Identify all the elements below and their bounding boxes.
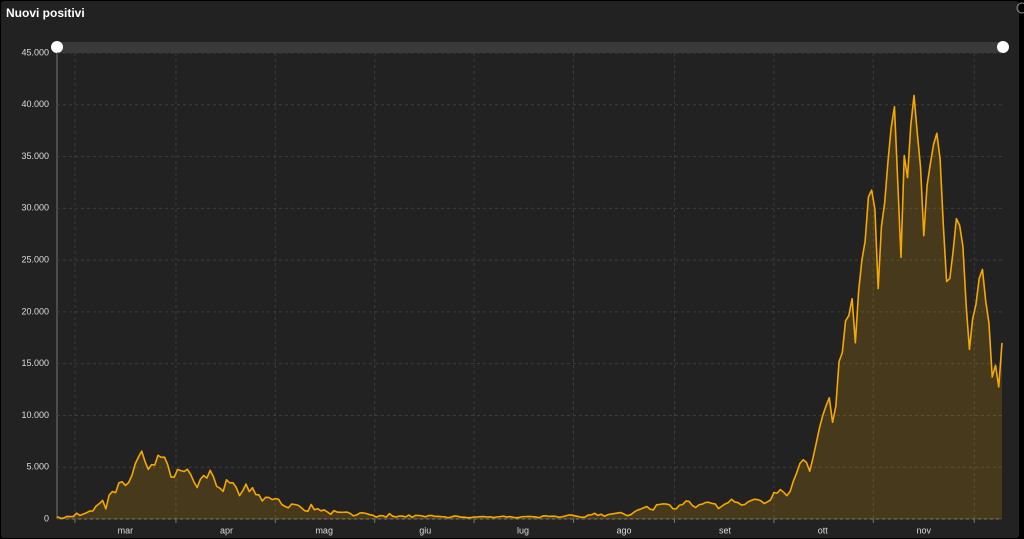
x-tick-label: mag <box>315 525 333 535</box>
x-tick-label: lug <box>517 525 529 535</box>
y-tick-label: 45.000 <box>21 47 49 57</box>
slider-handle-left[interactable] <box>51 41 63 53</box>
y-tick-label: 5.000 <box>26 462 49 472</box>
x-tick-label: giu <box>419 525 431 535</box>
x-tick-label: ago <box>616 525 631 535</box>
y-tick-label: 0 <box>44 513 49 523</box>
y-tick-label: 15.000 <box>21 358 49 368</box>
x-tick-label: set <box>719 525 732 535</box>
corner-icon <box>1016 2 1024 14</box>
x-tick-label: mar <box>118 525 134 535</box>
y-tick-label: 35.000 <box>21 151 49 161</box>
y-tick-label: 10.000 <box>21 410 49 420</box>
x-tick-label: ott <box>818 525 829 535</box>
line <box>56 94 1003 519</box>
x-tick-label: apr <box>220 525 233 535</box>
y-tick-label: 30.000 <box>21 203 49 213</box>
y-tick-label: 20.000 <box>21 306 49 316</box>
y-tick-label: 25.000 <box>21 254 49 264</box>
y-tick-label: 40.000 <box>21 99 49 109</box>
range-slider[interactable] <box>57 42 1003 53</box>
slider-handle-right[interactable] <box>997 41 1009 53</box>
area <box>57 95 1002 519</box>
chart-title: Nuovi positivi <box>6 6 85 20</box>
x-tick-label: nov <box>917 525 932 535</box>
